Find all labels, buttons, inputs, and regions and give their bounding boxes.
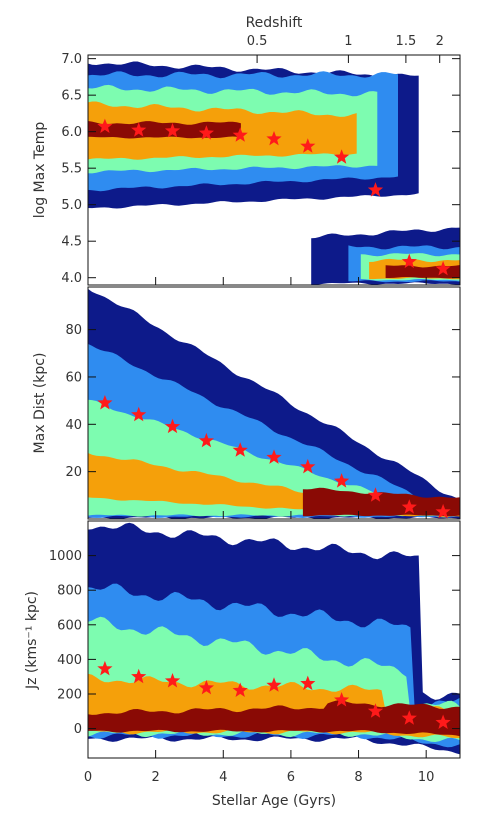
ytick-label-jz-1: 200 (57, 687, 82, 702)
ytick-label-max-temp-4: 6.0 (61, 125, 82, 140)
median-star-max-temp-8 (367, 182, 384, 197)
frame-jz (87, 520, 461, 759)
ytick-label-jz-0: 0 (74, 722, 82, 737)
median-star-max-temp-10 (435, 260, 451, 276)
median-star-jz-4 (232, 682, 248, 697)
median-star-max-temp-7 (334, 149, 350, 164)
density-fill-max-temp (88, 61, 460, 285)
median-star-max-dist-1 (131, 406, 147, 422)
ytick-label-max-dist-3: 80 (65, 323, 82, 338)
median-star-jz-0 (97, 660, 113, 676)
frame-max-dist (87, 286, 461, 520)
frame-max-temp (87, 54, 461, 286)
median-star-jz-8 (367, 703, 384, 718)
redshift-tick-label-0: 0.5 (247, 34, 268, 49)
median-markers-max-dist (97, 395, 451, 519)
median-star-jz-6 (300, 675, 316, 691)
top-axis-label: Redshift (246, 15, 303, 31)
ytick-label-max-temp-0: 4.0 (61, 271, 82, 286)
median-star-max-temp-3 (198, 125, 214, 140)
xtick-label-5: 10 (418, 770, 435, 785)
y-ticks-max-dist: 20 40 60 80 (65, 323, 460, 480)
ytick-label-jz-3: 600 (57, 618, 82, 633)
y-ticks-jz: 0 200 400 600 800 1000 (49, 549, 460, 737)
median-star-jz-2 (164, 673, 181, 688)
ytick-label-max-dist-0: 20 (65, 465, 82, 480)
ytick-label-max-temp-6: 7.0 (61, 52, 82, 67)
dist-level-4 (88, 453, 460, 518)
ytick-label-max-temp-1: 4.5 (61, 235, 82, 250)
median-star-max-dist-8 (367, 487, 384, 502)
ylabel-max-temp: log Max Temp (32, 122, 48, 219)
ytick-label-max-dist-2: 60 (65, 370, 82, 385)
xtick-label-3: 6 (287, 770, 295, 785)
median-star-max-dist-3 (198, 432, 214, 448)
ytick-label-jz-5: 1000 (49, 549, 82, 564)
panel-jz: 0 200 400 600 800 1000 Jz (kms⁻¹ kpc) (24, 520, 461, 759)
median-star-max-dist-6 (300, 458, 316, 474)
median-star-max-dist-2 (164, 418, 181, 434)
ylabel-max-dist: Max Dist (kpc) (32, 353, 48, 454)
xlabel: Stellar Age (Gyrs) (212, 793, 336, 809)
xtick-label-4: 8 (354, 770, 362, 785)
median-markers-jz (97, 660, 451, 729)
panel-max-dist: 20 40 60 80 Max Dist (kpc) (32, 286, 461, 520)
x-ticks: 0 2 4 6 8 10 (84, 277, 435, 785)
ytick-label-jz-2: 400 (57, 653, 82, 668)
density-fill-jz (88, 522, 460, 755)
median-markers-max-temp (97, 118, 451, 276)
median-star-max-temp-5 (266, 131, 282, 146)
median-star-max-temp-4 (232, 127, 248, 142)
median-star-max-dist-10 (435, 503, 451, 519)
median-star-max-temp-2 (164, 122, 181, 138)
median-star-max-temp-9 (401, 253, 417, 269)
median-star-max-dist-5 (266, 449, 282, 464)
density-fill-max-dist (88, 288, 460, 519)
median-star-jz-3 (198, 679, 214, 695)
panel-max-temp: 4.0 4.5 5.0 5.5 6.0 6.5 7.0 log Max Temp (32, 52, 461, 286)
ytick-label-max-temp-5: 6.5 (61, 89, 82, 104)
median-star-max-dist-0 (97, 395, 113, 410)
median-star-jz-10 (435, 714, 451, 729)
xtick-label-2: 4 (219, 770, 227, 785)
redshift-tick-label-3: 2 (436, 34, 444, 49)
y-ticks-max-temp: 4.0 4.5 5.0 5.5 6.0 6.5 7.0 (61, 52, 460, 286)
median-star-jz-9 (401, 710, 417, 725)
jz-level-5 (88, 700, 460, 737)
xtick-label-1: 2 (151, 770, 159, 785)
redshift-ticks: 0.5 1 1.5 2 (247, 34, 444, 63)
median-star-jz-5 (266, 677, 282, 692)
median-star-max-temp-0 (97, 118, 113, 133)
median-star-max-temp-1 (131, 122, 147, 137)
median-star-max-dist-9 (401, 499, 417, 514)
ytick-label-max-temp-2: 5.0 (61, 198, 82, 213)
median-star-max-dist-4 (232, 442, 248, 457)
redshift-tick-label-2: 1.5 (396, 34, 417, 49)
ylabel-jz: Jz (kms⁻¹ kpc) (24, 591, 40, 690)
median-star-jz-1 (131, 668, 147, 684)
ytick-label-max-temp-3: 5.5 (61, 162, 82, 177)
xtick-label-0: 0 (84, 770, 92, 785)
dist-level-5 (302, 487, 460, 517)
hot-branch-level-5 (88, 121, 241, 139)
ytick-label-max-dist-1: 40 (65, 418, 82, 433)
ytick-label-jz-4: 800 (57, 584, 82, 599)
median-star-max-temp-6 (300, 138, 316, 153)
median-star-max-dist-7 (334, 473, 350, 488)
median-star-jz-7 (334, 692, 350, 707)
redshift-tick-label-1: 1 (344, 34, 352, 49)
